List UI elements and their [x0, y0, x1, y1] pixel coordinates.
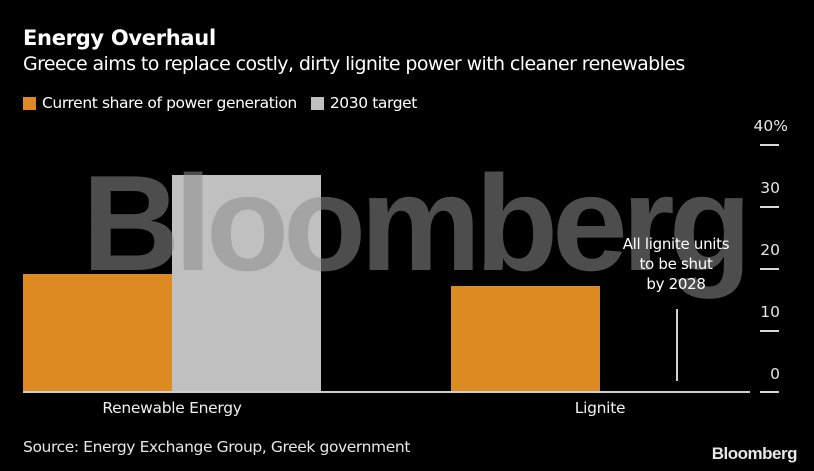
- y-tick-40: [760, 144, 779, 146]
- y-tick-0: [760, 391, 779, 393]
- x-label-lignite: Lignite: [574, 399, 626, 417]
- y-tick-label-10: 10: [760, 303, 780, 321]
- y-tick-label-20: 20: [760, 241, 780, 259]
- chart-subtitle: Greece aims to replace costly, dirty lig…: [23, 53, 685, 75]
- source-note: Source: Energy Exchange Group, Greek gov…: [23, 438, 410, 456]
- y-tick-30: [760, 206, 779, 208]
- legend-label: Current share of power generation: [42, 94, 297, 112]
- y-tick-10: [760, 330, 779, 332]
- legend-item-target: 2030 target: [310, 94, 418, 112]
- annotation-pointer-line: [676, 309, 678, 381]
- annotation-line-3: by 2028: [646, 275, 706, 293]
- annotation-line-1: All lignite units: [622, 235, 730, 253]
- legend-swatch-grey-icon: [310, 96, 324, 110]
- x-axis-baseline: [23, 391, 750, 393]
- x-label-renewable: Renewable Energy: [102, 399, 242, 417]
- bar-lignite-current: [451, 286, 600, 392]
- bar-renewable-current: [23, 274, 172, 392]
- annotation-lignite-shutdown: All lignite units to be shut by 2028: [606, 234, 746, 294]
- legend-item-current: Current share of power generation: [23, 94, 297, 112]
- y-tick-label-30: 30: [760, 179, 780, 197]
- chart-title: Energy Overhaul: [23, 26, 216, 50]
- y-tick-label-40: 40%: [753, 117, 788, 135]
- legend-swatch-orange-icon: [23, 96, 36, 110]
- y-tick-label-0: 0: [770, 365, 780, 383]
- legend-label: 2030 target: [329, 94, 418, 112]
- bloomberg-logo: Bloomberg: [711, 444, 798, 463]
- annotation-line-2: to be shut: [639, 255, 713, 273]
- legend: Current share of power generation 2030 t…: [23, 94, 431, 112]
- bar-renewable-target: [172, 175, 321, 392]
- y-tick-20: [760, 268, 779, 270]
